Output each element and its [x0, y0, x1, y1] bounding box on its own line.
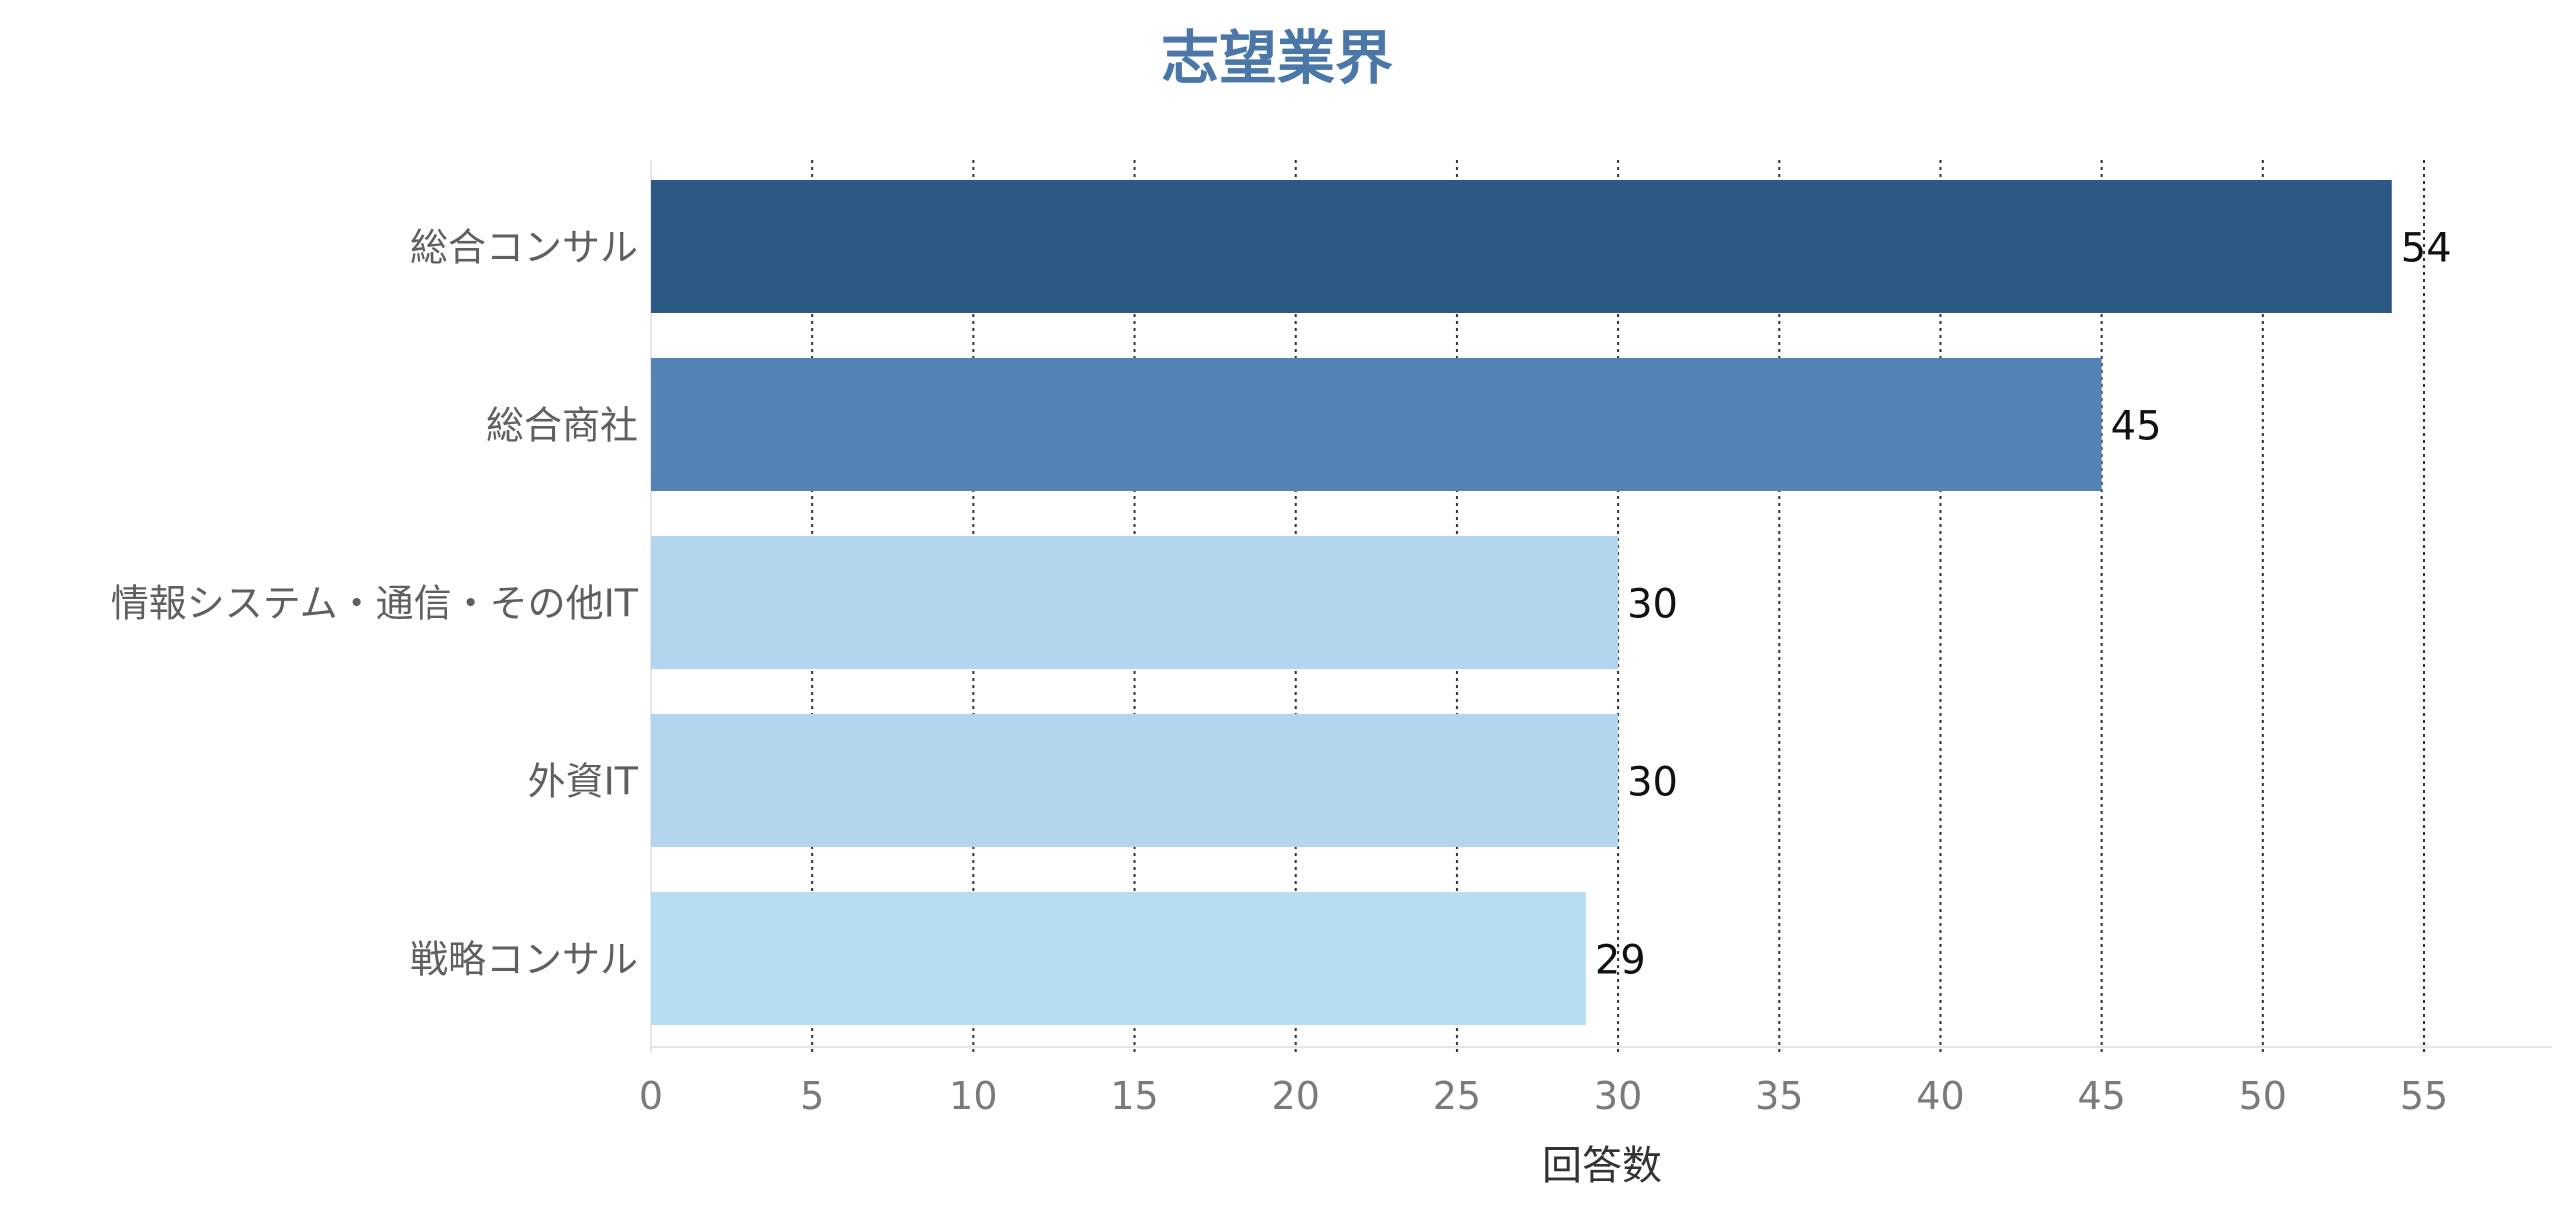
category-label: 戦略コンサル — [410, 938, 638, 982]
x-tick-label: 50 — [2239, 1074, 2287, 1118]
category-label: 総合商社 — [486, 404, 638, 448]
category-label: 外資IT — [528, 760, 639, 804]
x-tick-label: 25 — [1433, 1074, 1481, 1118]
category-label: 総合コンサル — [410, 226, 638, 270]
x-tick-label: 30 — [1594, 1074, 1642, 1118]
data-label: 30 — [1627, 760, 1678, 806]
x-tick-label: 0 — [639, 1074, 663, 1118]
data-label: 30 — [1627, 582, 1678, 628]
data-label: 29 — [1595, 938, 1646, 984]
x-tick-label: 10 — [949, 1074, 997, 1118]
ticks-layer: 0 5 10 15 20 25 30 35 40 45 50 55 — [639, 1074, 2448, 1118]
bar — [651, 536, 1619, 669]
bar — [651, 892, 1586, 1025]
bar — [651, 714, 1619, 847]
x-tick-label: 40 — [1916, 1074, 1964, 1118]
x-tick-label: 15 — [1110, 1074, 1158, 1118]
x-tick-label: 20 — [1272, 1074, 1320, 1118]
x-tick-label: 45 — [2077, 1074, 2125, 1118]
bar — [651, 358, 2102, 491]
x-tick-label: 35 — [1755, 1074, 1803, 1118]
bars-layer — [651, 180, 2392, 1025]
x-tick-label: 55 — [2400, 1074, 2448, 1118]
chart-title: 志望業界 — [1161, 24, 1393, 92]
category-label: 情報システム・通信・その他IT — [111, 582, 639, 626]
labels-layer: 総合コンサル 54 総合商社 45 情報システム・通信・その他IT 30 外資IT 30 戦略コ… — [111, 226, 2452, 984]
data-label: 54 — [2401, 226, 2452, 272]
bar — [651, 180, 2392, 313]
data-label: 45 — [2111, 404, 2162, 450]
x-tick-label: 5 — [800, 1074, 824, 1118]
x-axis-title: 回答数 — [1542, 1143, 1662, 1189]
